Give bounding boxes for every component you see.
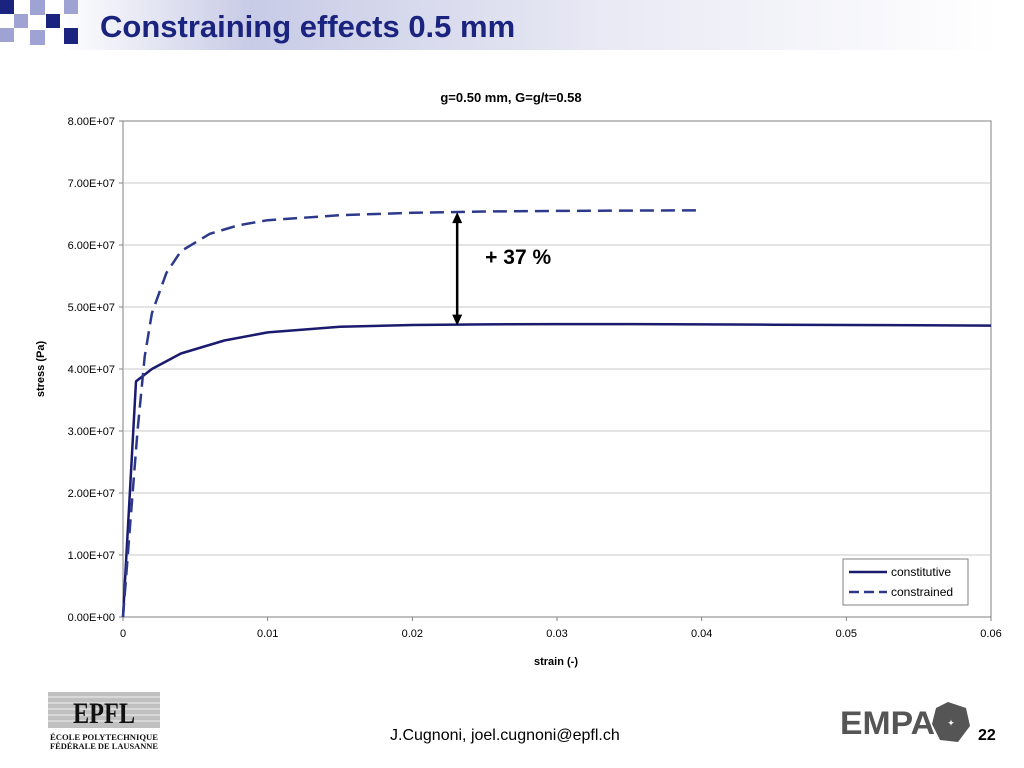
gridlines (123, 182, 991, 556)
annotation-arrowhead-down (452, 314, 463, 326)
legend-label-constrained: constrained (891, 585, 953, 599)
legend: constitutive constrained (842, 558, 969, 606)
x-tick-label: 0.05 (836, 628, 857, 640)
epfl-logo: EPFL ÉCOLE POLYTECHNIQUE FÉDÉRALE DE LAU… (48, 690, 163, 752)
epfl-line2: FÉDÉRALE DE LAUSANNE (50, 741, 158, 751)
empa-shield-icon (932, 702, 970, 742)
y-axis-ticks: 0.00E+00 1.00E+07 2.00E+07 3.00E+07 4.00E+07… (68, 116, 123, 624)
y-tick-label: 5.00E+07 (68, 302, 115, 314)
x-axis-label: strain (-) (534, 656, 578, 668)
deco-square (64, 28, 78, 44)
annotation-arrowhead-up (452, 212, 463, 224)
stress-strain-chart: g=0.50 mm, G=g/t=0.58 0.00E+00 1.00E+07 2.… (35, 90, 1002, 668)
deco-square (64, 0, 78, 14)
x-tick-label: 0.03 (546, 628, 567, 640)
svg-text:✦: ✦ (947, 718, 955, 728)
y-tick-label: 2.00E+07 (68, 488, 115, 500)
epfl-wordmark: EPFL (73, 697, 135, 730)
deco-square (30, 0, 45, 15)
legend-label-constitutive: constitutive (891, 565, 951, 579)
x-tick-label: 0.02 (402, 628, 423, 640)
y-axis-label: stress (Pa) (35, 341, 47, 398)
annotation: + 37 % (452, 212, 551, 326)
legend-box (842, 558, 969, 606)
empa-logo: EMPA ✦ (840, 698, 975, 748)
empa-wordmark: EMPA (840, 705, 935, 741)
deco-square (30, 30, 45, 45)
chart-title: g=0.50 mm, G=g/t=0.58 (440, 90, 581, 105)
chart-area: g=0.50 mm, G=g/t=0.58 0.00E+00 1.00E+07 2.… (0, 75, 1024, 675)
deco-square (0, 0, 14, 14)
y-tick-label: 6.00E+07 (68, 240, 115, 252)
y-tick-label: 4.00E+07 (68, 364, 115, 376)
y-tick-label: 0.00E+00 (68, 612, 115, 624)
footer-author: J.Cugnoni, joel.cugnoni@epfl.ch (390, 727, 620, 744)
epfl-line1: ÉCOLE POLYTECHNIQUE (50, 732, 158, 742)
deco-square (46, 14, 60, 28)
annotation-label: + 37 % (485, 246, 551, 269)
series-line-constrained (121, 209, 702, 618)
y-tick-label: 1.00E+07 (68, 550, 115, 562)
page-number: 22 (978, 727, 996, 744)
slide-title: Constraining effects 0.5 mm (100, 9, 516, 44)
deco-square (14, 14, 28, 28)
series-lines (121, 209, 992, 618)
x-tick-label: 0.04 (691, 628, 712, 640)
x-tick-label: 0.01 (257, 628, 278, 640)
y-tick-label: 3.00E+07 (68, 426, 115, 438)
deco-square (0, 28, 14, 42)
series-line-constitutive (121, 322, 992, 618)
x-axis-ticks: 0 0.01 0.02 0.03 0.04 0.05 0.06 (120, 617, 1002, 640)
x-tick-label: 0.06 (980, 628, 1001, 640)
title-bar (0, 0, 1024, 50)
y-tick-label: 7.00E+07 (68, 178, 115, 190)
y-tick-label: 8.00E+07 (68, 116, 115, 128)
x-tick-label: 0 (120, 628, 126, 640)
